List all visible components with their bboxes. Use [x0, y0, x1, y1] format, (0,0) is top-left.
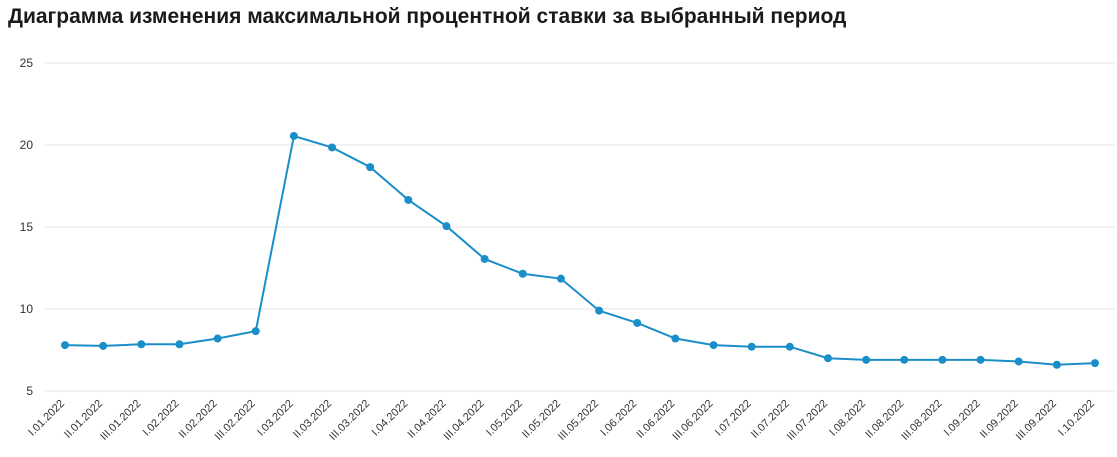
x-tick-label: III.07.2022 [785, 398, 830, 443]
data-point[interactable] [747, 342, 756, 351]
data-point[interactable] [823, 354, 832, 363]
data-point[interactable] [785, 342, 794, 351]
x-tick-label: I.10.2022 [1056, 398, 1097, 439]
x-tick-label: III.03.2022 [327, 398, 372, 443]
grid-lines [45, 62, 1115, 392]
y-tick-label: 25 [20, 56, 34, 70]
data-point[interactable] [137, 340, 146, 349]
data-point[interactable] [900, 355, 909, 364]
data-point[interactable] [595, 306, 604, 315]
x-tick-label: III.02.2022 [213, 398, 258, 443]
data-point[interactable] [862, 355, 871, 364]
x-tick-label: III.08.2022 [899, 398, 944, 443]
data-point[interactable] [976, 355, 985, 364]
data-point[interactable] [442, 222, 451, 231]
y-tick-label: 15 [20, 220, 34, 234]
data-point[interactable] [328, 143, 337, 152]
x-tick-label: III.06.2022 [670, 398, 715, 443]
series-layer [61, 131, 1099, 369]
data-point[interactable] [1052, 360, 1061, 369]
series-line [64, 134, 1096, 366]
data-point[interactable] [709, 341, 718, 350]
x-tick-label: III.09.2022 [1014, 398, 1059, 443]
data-point[interactable] [633, 318, 642, 327]
data-point[interactable] [404, 195, 413, 204]
x-tick-label: III.05.2022 [556, 398, 601, 443]
data-point[interactable] [556, 274, 565, 283]
data-point[interactable] [289, 131, 298, 140]
data-point[interactable] [99, 341, 108, 350]
data-point[interactable] [251, 327, 260, 336]
data-point[interactable] [175, 340, 184, 349]
data-point[interactable] [480, 254, 489, 263]
data-point[interactable] [61, 341, 69, 350]
data-point[interactable] [213, 334, 222, 343]
data-point[interactable] [518, 269, 527, 278]
y-tick-label: 20 [20, 138, 34, 152]
data-point[interactable] [671, 334, 680, 343]
x-axis-ticks: I.01.2022II.01.2022III.01.2022I.02.2022I… [26, 398, 1097, 443]
data-point[interactable] [938, 355, 947, 364]
data-point[interactable] [1014, 357, 1023, 366]
x-tick-label: III.01.2022 [98, 398, 143, 443]
chart-title: Диаграмма изменения максимальной процент… [8, 5, 847, 28]
y-tick-label: 5 [26, 384, 33, 398]
data-point[interactable] [366, 163, 375, 172]
y-tick-label: 10 [20, 302, 34, 316]
y-axis-ticks: 5 10 15 20 25 [20, 56, 34, 398]
data-point[interactable] [1091, 359, 1099, 368]
x-tick-label: III.04.2022 [441, 398, 486, 443]
